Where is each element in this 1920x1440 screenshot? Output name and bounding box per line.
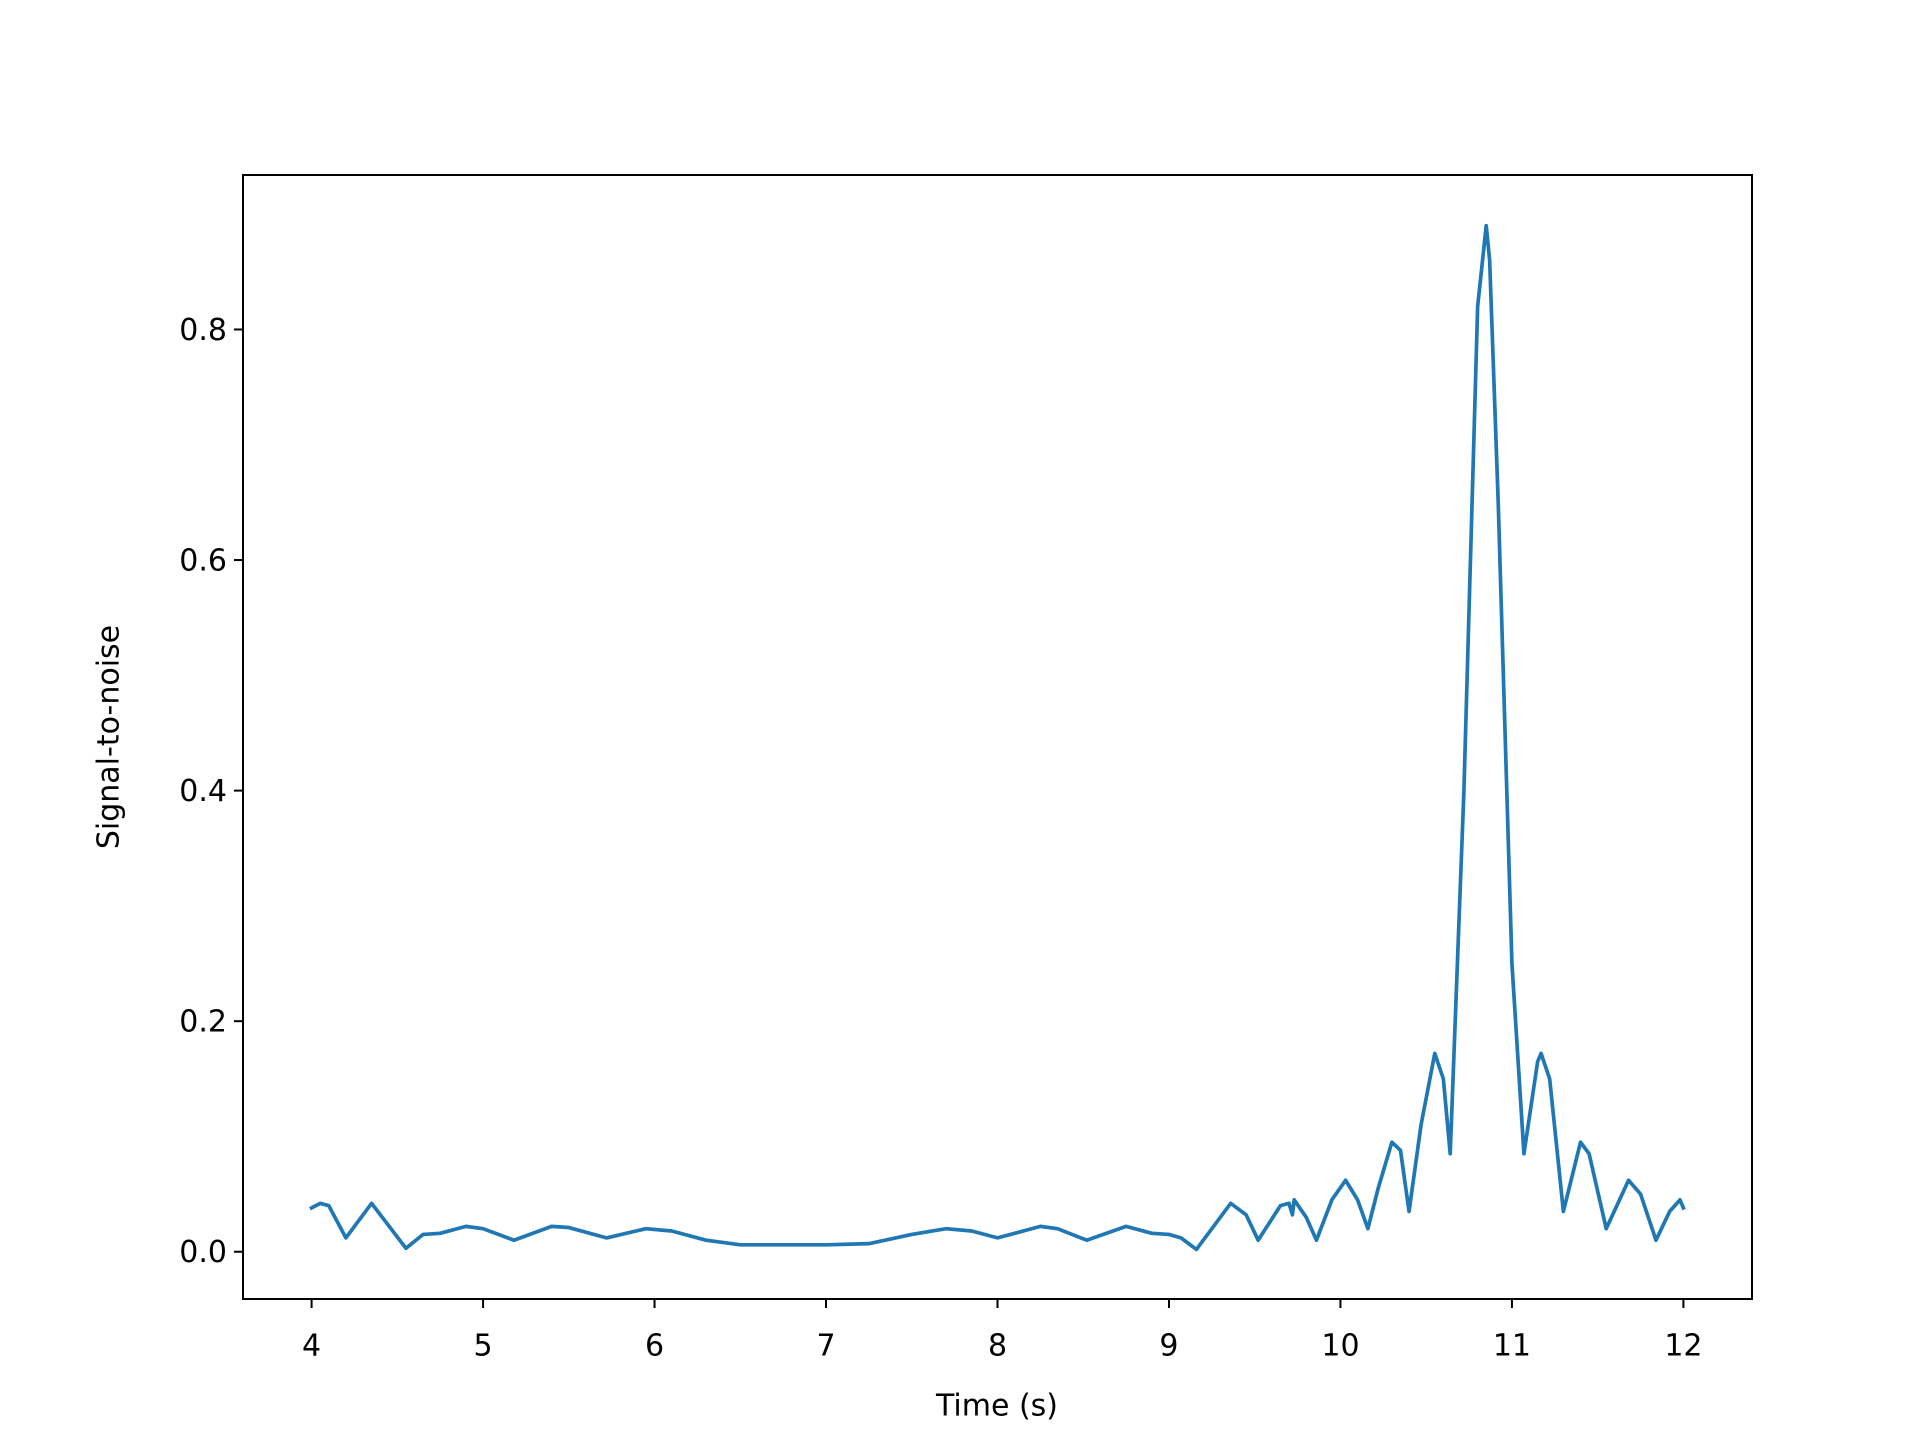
x-tick-label: 7 [816,1329,835,1364]
y-axis-label: Signal-to-noise [92,625,127,849]
y-tick-label: 0.6 [179,544,227,579]
y-tick-label: 0.4 [179,774,227,809]
x-tick-label: 11 [1493,1329,1531,1364]
plot-frame [242,174,1753,1300]
x-tick-label: 10 [1321,1329,1359,1364]
y-tick-label: 0.8 [179,313,227,348]
x-tick-label: 12 [1664,1329,1702,1364]
x-tick-label: 9 [1159,1329,1178,1364]
x-tick-label: 8 [988,1329,1007,1364]
x-tick-label: 6 [645,1329,664,1364]
data-line [309,223,1686,1252]
x-tick-label: 5 [474,1329,493,1364]
x-tick-label: 4 [302,1329,321,1364]
x-axis-label: Time (s) [935,1389,1058,1424]
y-tick-label: 0.0 [179,1235,227,1270]
y-tick-label: 0.2 [179,1005,227,1040]
